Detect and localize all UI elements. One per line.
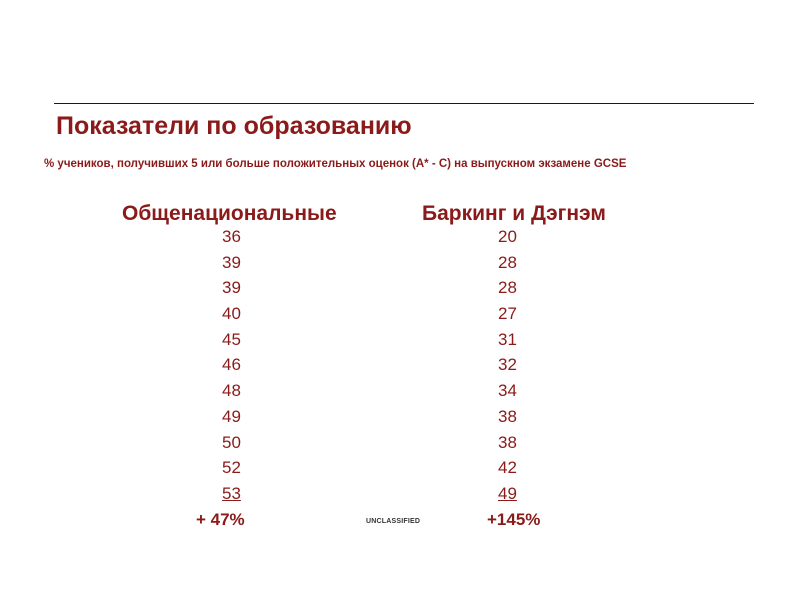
barking-total: +145% xyxy=(487,510,541,529)
value-cell: 40 xyxy=(222,304,241,324)
value-cell: 49 xyxy=(222,406,241,426)
value-cell: 34 xyxy=(498,381,517,401)
value-cell: 39 xyxy=(222,252,241,272)
cropped-bottom-area xyxy=(0,527,800,600)
top-divider xyxy=(54,103,754,104)
column-header-national: Общенациональные xyxy=(122,202,337,225)
slide-title: Показатели по образованию xyxy=(56,112,412,140)
classification-marking: UNCLASSIFIED xyxy=(366,518,421,525)
value-cell: 48 xyxy=(222,381,241,401)
value-cell: 52 xyxy=(222,458,241,478)
barking-values-column: 20 28 28 27 31 32 34 38 38 42 49 xyxy=(498,227,517,510)
value-cell: 39 xyxy=(222,278,241,298)
value-cell: 31 xyxy=(498,329,517,349)
slide-subtitle: % учеников, получивших 5 или больше поло… xyxy=(44,158,627,170)
national-values-column: 36 39 39 40 45 46 48 49 50 52 53 xyxy=(222,227,241,510)
value-cell: 28 xyxy=(498,278,517,298)
value-cell-last: 49 xyxy=(498,483,517,503)
value-cell-last: 53 xyxy=(222,483,241,503)
value-cell: 27 xyxy=(498,304,517,324)
value-cell: 38 xyxy=(498,432,517,452)
national-total: + 47% xyxy=(196,510,245,529)
value-cell: 32 xyxy=(498,355,517,375)
value-cell: 20 xyxy=(498,227,517,246)
column-header-barking: Баркинг и Дэгнэм xyxy=(422,202,606,225)
value-cell: 42 xyxy=(498,458,517,478)
value-cell: 38 xyxy=(498,406,517,426)
value-cell: 46 xyxy=(222,355,241,375)
value-cell: 45 xyxy=(222,329,241,349)
value-cell: 36 xyxy=(222,227,241,246)
value-cell: 28 xyxy=(498,252,517,272)
value-cell: 50 xyxy=(222,432,241,452)
